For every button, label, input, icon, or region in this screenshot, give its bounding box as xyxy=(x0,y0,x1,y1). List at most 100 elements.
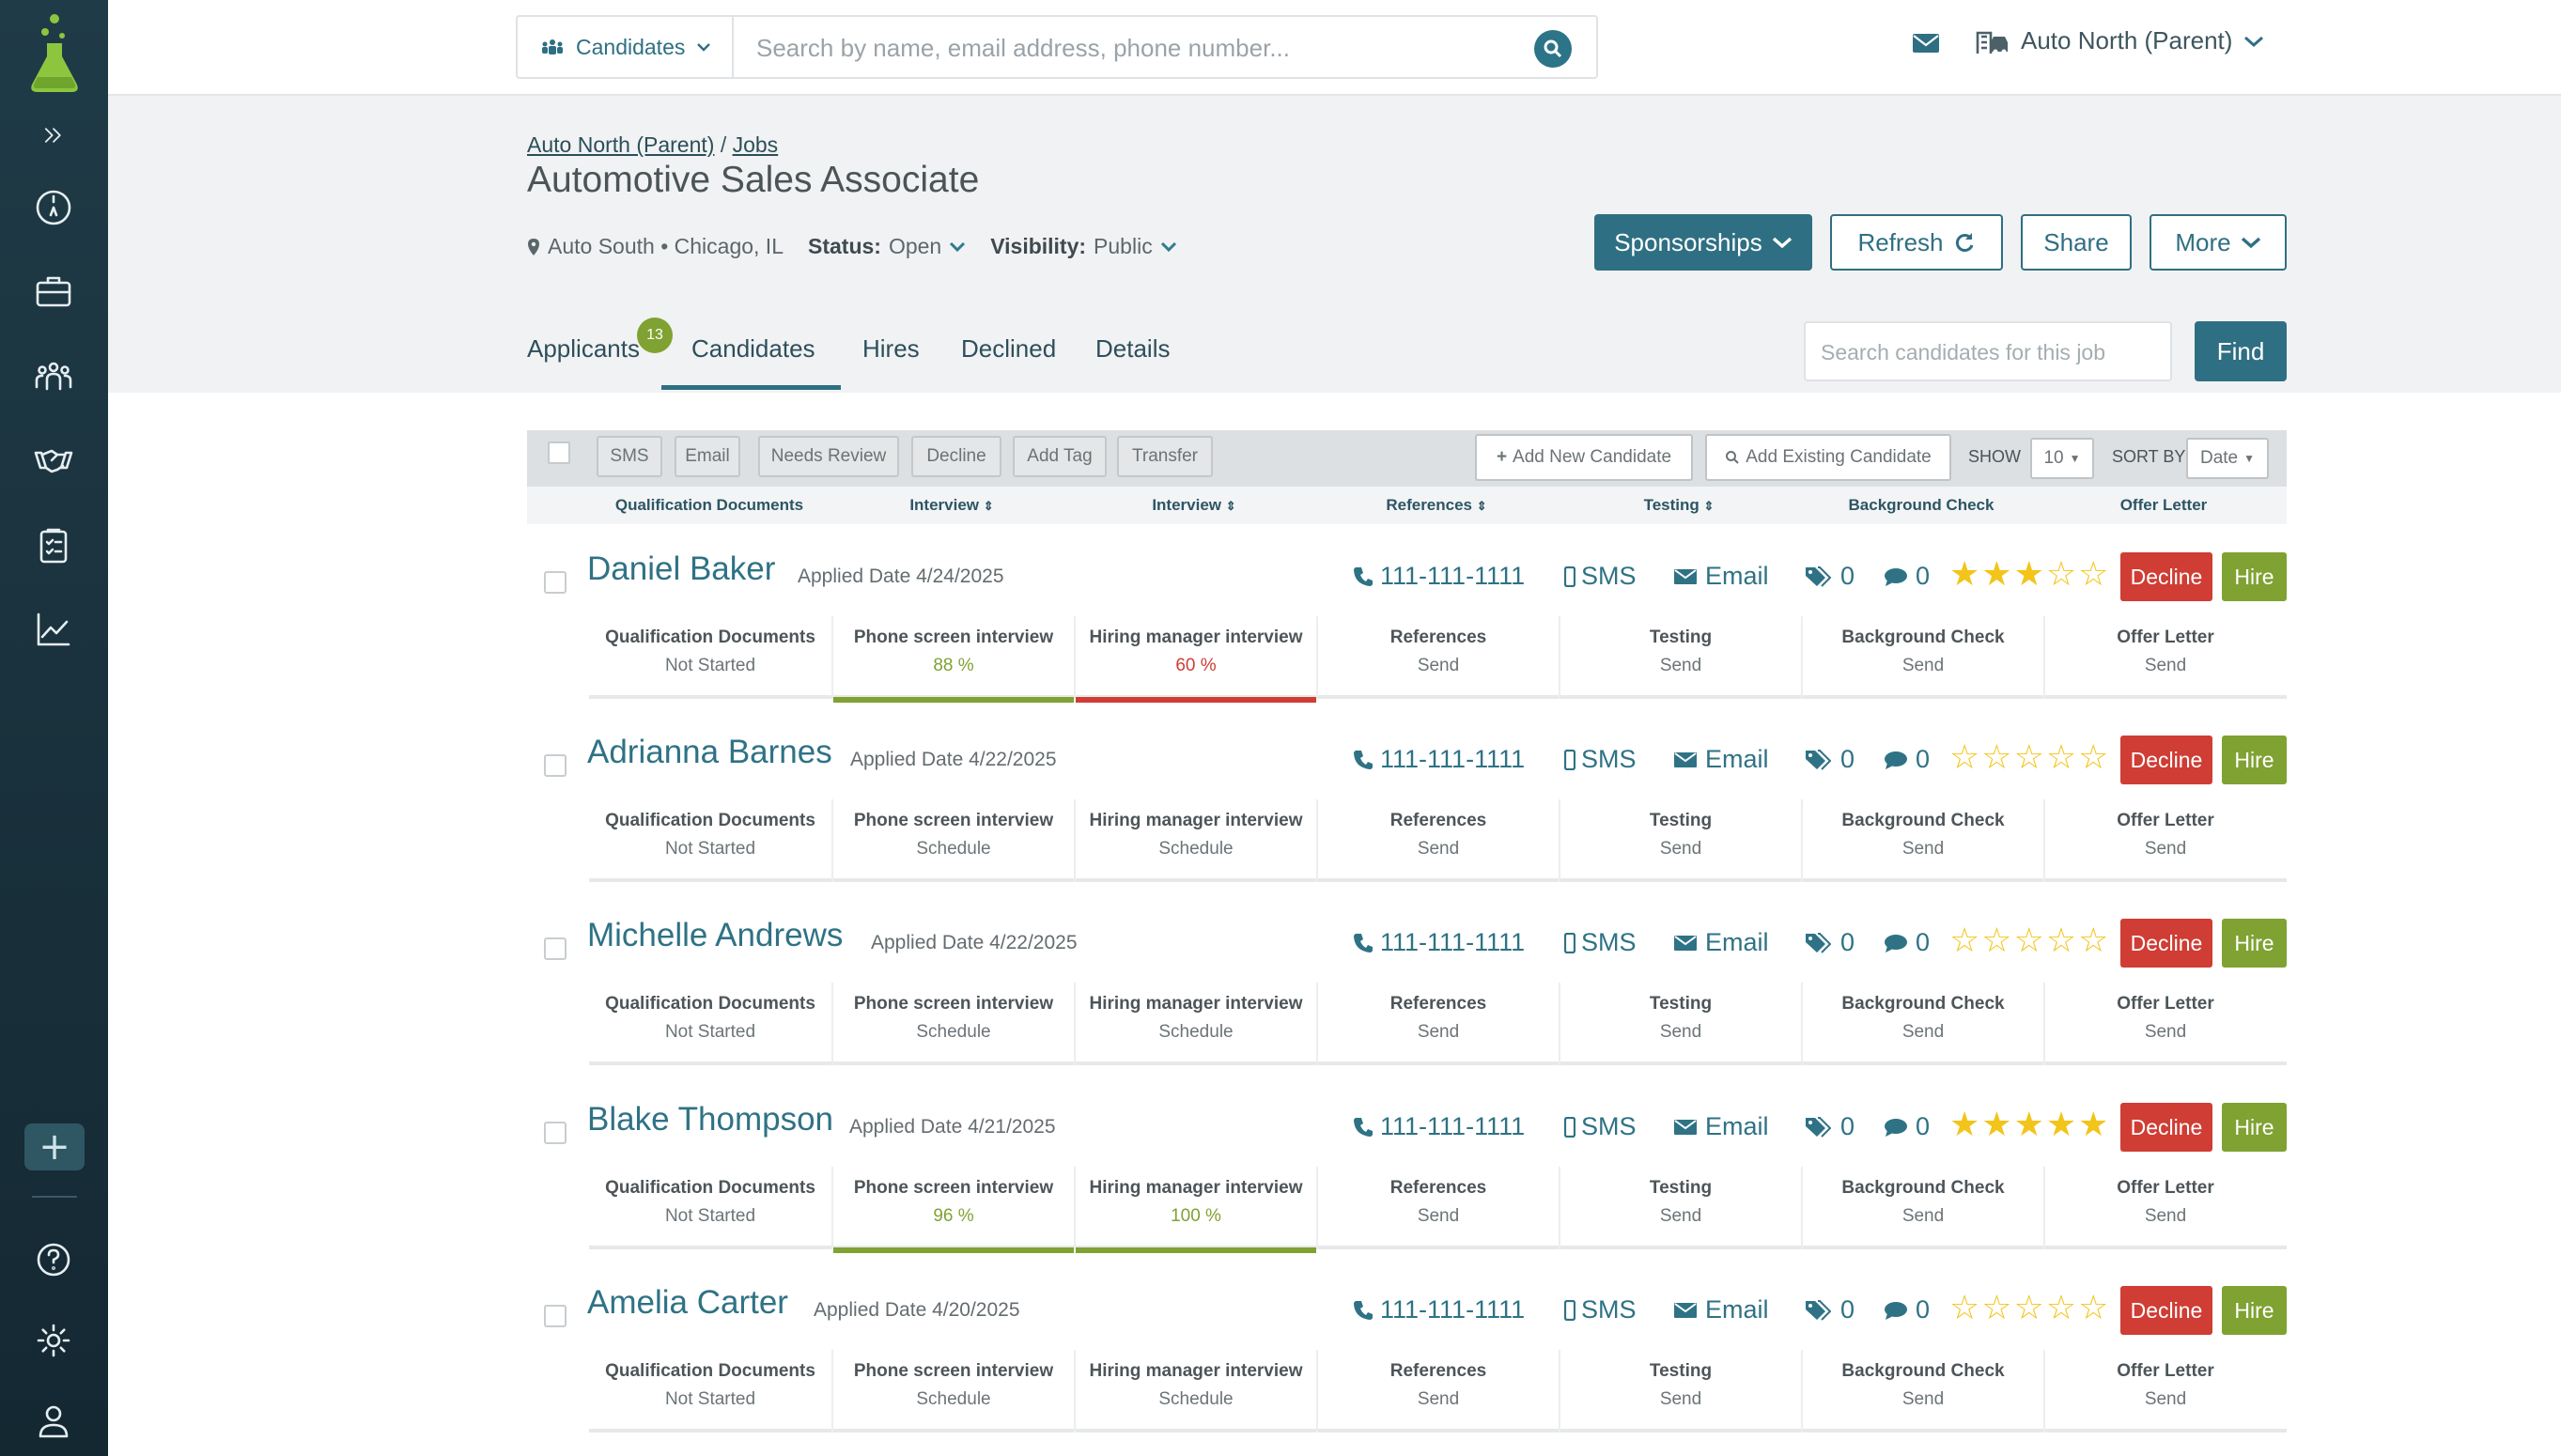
account-switcher[interactable]: Auto North (Parent) xyxy=(1976,26,2264,55)
step-status[interactable]: Send xyxy=(2144,1206,2187,1226)
sms-link[interactable]: SMS xyxy=(1564,745,1637,774)
rating-star-icon[interactable]: ☆ xyxy=(2013,1289,2044,1327)
hiring-step[interactable]: References Send xyxy=(1316,983,1559,1065)
candidate-name[interactable]: Adrianna Barnes xyxy=(587,734,832,770)
visibility-value[interactable]: Public xyxy=(1094,234,1153,258)
step-status[interactable]: Send xyxy=(1901,1206,1945,1226)
step-status[interactable]: Send xyxy=(2144,1389,2187,1409)
step-status[interactable]: Schedule xyxy=(1158,839,1234,859)
rating-star-icon[interactable]: ☆ xyxy=(1981,922,2012,960)
reports-chart-icon[interactable] xyxy=(28,604,79,655)
transfer-button[interactable]: Transfer xyxy=(1117,436,1213,477)
tags-count[interactable]: 0 xyxy=(1805,1295,1855,1324)
bulk-sms-button[interactable]: SMS xyxy=(597,436,662,477)
rating-star-icon[interactable]: ★ xyxy=(2013,1106,2044,1144)
email-link[interactable]: Email xyxy=(1673,928,1769,957)
bulk-email-button[interactable]: Email xyxy=(675,436,740,477)
hiring-step[interactable]: Background Check Send xyxy=(1801,799,2043,882)
col-manager-interview[interactable]: Interview ⇕ xyxy=(1152,496,1236,514)
rating-star-icon[interactable]: ★ xyxy=(1949,1106,1980,1144)
refresh-button[interactable]: Refresh xyxy=(1830,214,2003,271)
rating-star-icon[interactable]: ☆ xyxy=(2045,922,2077,960)
hire-button[interactable]: Hire xyxy=(2222,919,2287,968)
hiring-step[interactable]: Testing Send xyxy=(1559,1350,1801,1433)
add-new-candidate-button[interactable]: + Add New Candidate xyxy=(1475,434,1693,481)
step-status[interactable]: Send xyxy=(2144,1022,2187,1042)
help-icon[interactable] xyxy=(28,1234,79,1285)
comments-count[interactable]: 0 xyxy=(1884,562,1930,591)
star-rating[interactable]: ★ ★ ★ ☆ ☆ xyxy=(1949,558,2108,592)
rating-star-icon[interactable]: ☆ xyxy=(2045,738,2077,777)
step-status[interactable]: Not Started xyxy=(664,656,756,675)
rating-star-icon[interactable]: ★ xyxy=(1981,1106,2012,1144)
candidate-name[interactable]: Michelle Andrews xyxy=(587,917,844,953)
hiring-step[interactable]: Background Check Send xyxy=(1801,1350,2043,1433)
candidate-checkbox[interactable] xyxy=(544,754,567,777)
col-testing[interactable]: Testing ⇕ xyxy=(1643,496,1715,514)
email-link[interactable]: Email xyxy=(1673,745,1769,774)
decline-button[interactable]: Decline xyxy=(2120,552,2212,601)
step-status[interactable]: Schedule xyxy=(916,1389,991,1409)
add-new-button[interactable]: + xyxy=(24,1123,85,1170)
sms-link[interactable]: SMS xyxy=(1564,1295,1637,1324)
sponsorships-button[interactable]: Sponsorships xyxy=(1594,214,1812,271)
phone-link[interactable]: 111-111-1111 xyxy=(1354,928,1525,957)
tags-count[interactable]: 0 xyxy=(1805,928,1855,957)
hiring-step[interactable]: Offer Letter Send xyxy=(2043,983,2286,1065)
hiring-step[interactable]: References Send xyxy=(1316,1167,1559,1249)
rating-star-icon[interactable]: ☆ xyxy=(2013,738,2044,777)
email-link[interactable]: Email xyxy=(1673,1112,1769,1141)
hiring-step[interactable]: Testing Send xyxy=(1559,799,1801,882)
step-status[interactable]: Send xyxy=(1417,839,1460,859)
hiring-step[interactable]: Testing Send xyxy=(1559,1167,1801,1249)
star-rating[interactable]: ☆ ☆ ☆ ☆ ☆ xyxy=(1949,741,2108,775)
hiring-step[interactable]: Background Check Send xyxy=(1801,616,2043,699)
step-status[interactable]: Send xyxy=(1417,1389,1460,1409)
star-rating[interactable]: ☆ ☆ ☆ ☆ ☆ xyxy=(1949,924,2108,958)
step-status[interactable]: 60 % xyxy=(1175,656,1217,675)
phone-link[interactable]: 111-111-1111 xyxy=(1354,745,1525,774)
candidate-name[interactable]: Blake Thompson xyxy=(587,1101,834,1138)
rating-star-icon[interactable]: ☆ xyxy=(2078,555,2109,594)
email-link[interactable]: Email xyxy=(1673,562,1769,591)
rating-star-icon[interactable]: ★ xyxy=(2078,1106,2109,1144)
hiring-step[interactable]: Background Check Send xyxy=(1801,1167,2043,1249)
step-status[interactable]: Send xyxy=(1901,656,1945,675)
step-status[interactable]: Send xyxy=(2144,656,2187,675)
hiring-step[interactable]: References Send xyxy=(1316,616,1559,699)
col-references[interactable]: References ⇕ xyxy=(1386,496,1487,514)
step-status[interactable]: Schedule xyxy=(916,1022,991,1042)
candidate-search-input[interactable]: Search candidates for this job xyxy=(1804,321,2172,381)
hire-button[interactable]: Hire xyxy=(2222,552,2287,601)
hiring-step[interactable]: Testing Send xyxy=(1559,983,1801,1065)
rating-star-icon[interactable]: ☆ xyxy=(2045,1289,2077,1327)
candidate-checkbox[interactable] xyxy=(544,937,567,960)
comments-count[interactable]: 0 xyxy=(1884,745,1930,774)
tab-hires[interactable]: Hires xyxy=(862,334,920,363)
hiring-step[interactable]: Phone screen interview Schedule xyxy=(831,983,1074,1065)
settings-gear-icon[interactable] xyxy=(28,1315,79,1366)
hiring-step[interactable]: Phone screen interview Schedule xyxy=(831,799,1074,882)
tags-count[interactable]: 0 xyxy=(1805,562,1855,591)
step-status[interactable]: Send xyxy=(1901,1389,1945,1409)
sort-by-select[interactable]: Date ▼ xyxy=(2186,438,2269,479)
step-status[interactable]: Send xyxy=(1901,1022,1945,1042)
email-link[interactable]: Email xyxy=(1673,1295,1769,1324)
breadcrumb-parent-link[interactable]: Auto North (Parent) xyxy=(527,132,715,157)
candidate-checkbox[interactable] xyxy=(544,1122,567,1144)
candidates-people-icon[interactable] xyxy=(28,350,79,401)
hire-button[interactable]: Hire xyxy=(2222,1286,2287,1335)
status-value[interactable]: Open xyxy=(888,234,942,258)
breadcrumb-jobs-link[interactable]: Jobs xyxy=(732,132,779,157)
step-status[interactable]: Schedule xyxy=(916,839,991,859)
step-status[interactable]: Send xyxy=(1659,1389,1702,1409)
step-status[interactable]: Not Started xyxy=(664,839,756,859)
tab-declined[interactable]: Declined xyxy=(961,334,1057,363)
decline-button[interactable]: Decline xyxy=(2120,1103,2212,1152)
comments-count[interactable]: 0 xyxy=(1884,928,1930,957)
bulk-decline-button[interactable]: Decline xyxy=(911,436,1001,477)
decline-button[interactable]: Decline xyxy=(2120,919,2212,968)
needs-review-button[interactable]: Needs Review xyxy=(758,436,899,477)
rating-star-icon[interactable]: ★ xyxy=(2013,555,2044,594)
hiring-step[interactable]: Phone screen interview 96 % xyxy=(831,1167,1074,1253)
